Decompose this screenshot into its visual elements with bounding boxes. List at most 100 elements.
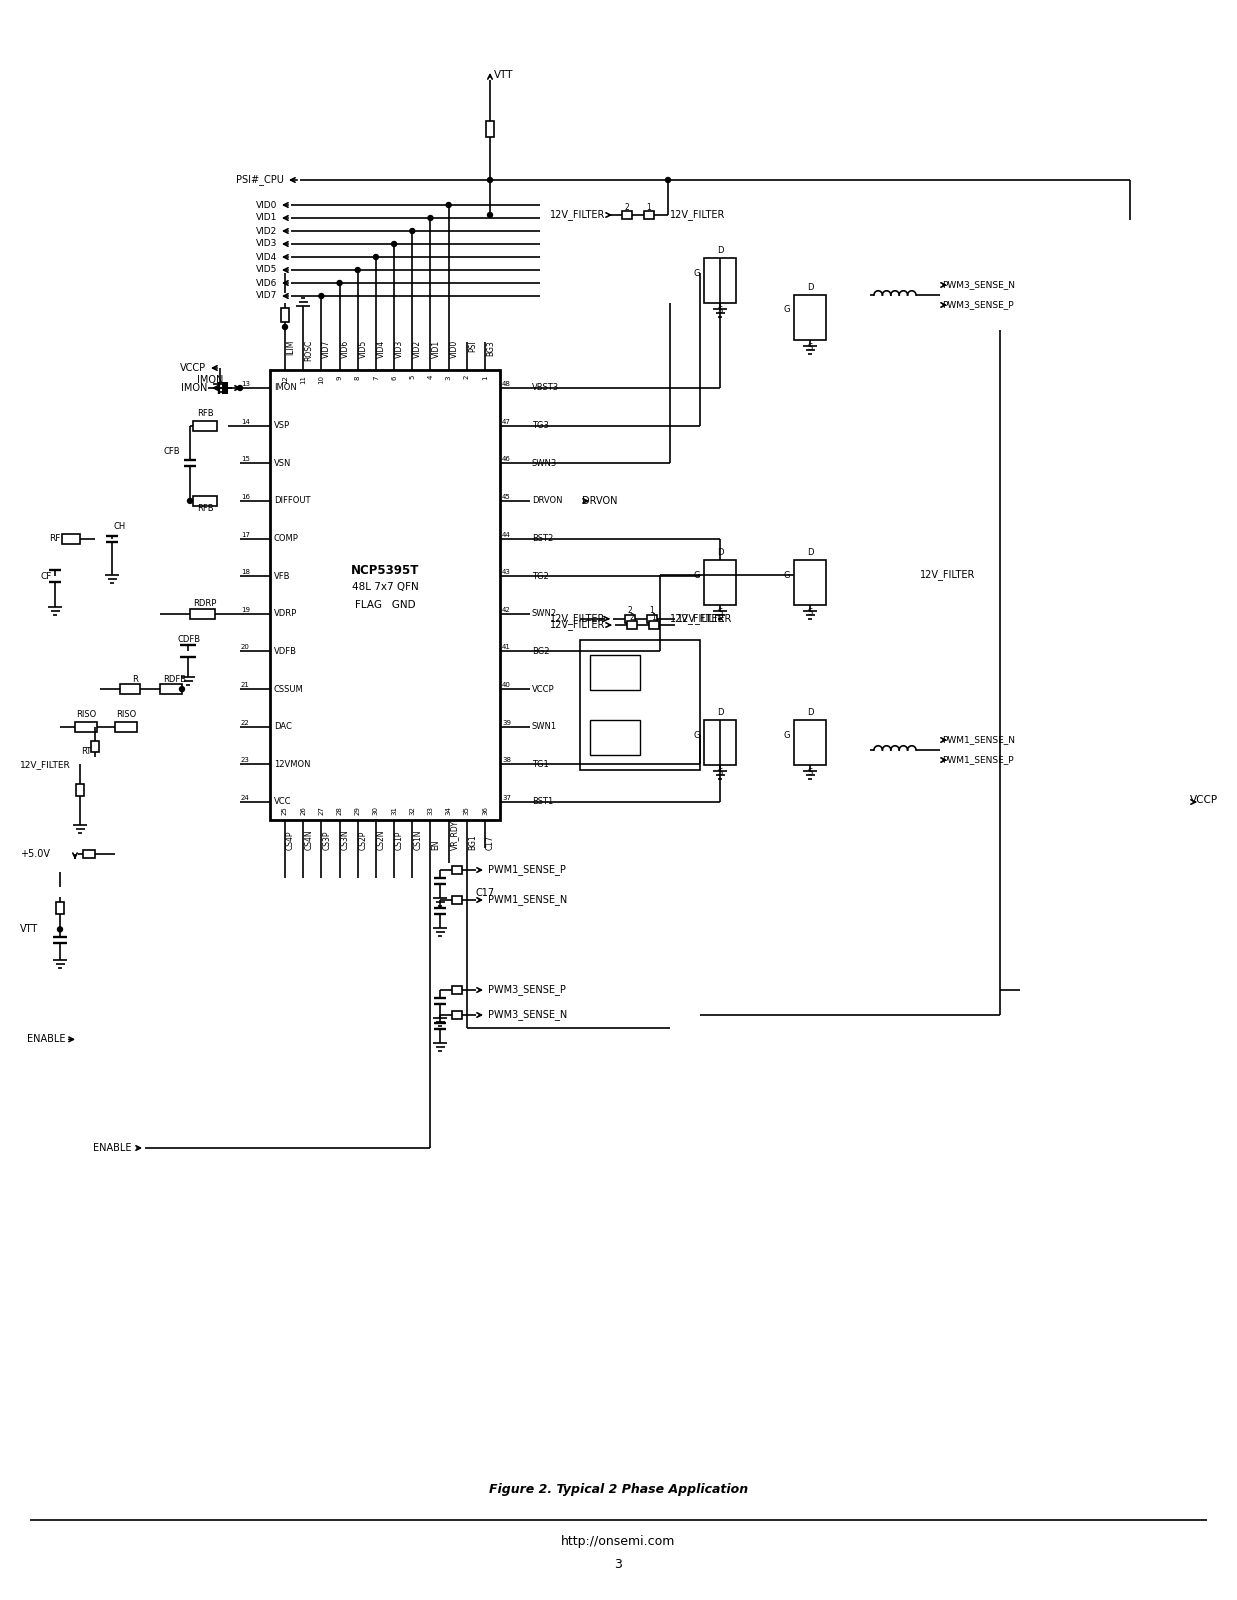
Text: 1: 1 [649,606,654,616]
Text: 22: 22 [241,720,250,726]
Text: S: S [717,306,722,315]
Bar [193,421,216,430]
Bar [92,741,99,752]
Text: G: G [694,571,700,579]
Bar [193,496,216,506]
Text: RF: RF [48,534,61,542]
Circle shape [392,242,397,246]
Circle shape [487,178,492,182]
Text: S: S [808,768,813,778]
Text: CS2N: CS2N [377,829,386,850]
Text: CS3N: CS3N [340,829,350,850]
Text: PWM1_SENSE_P: PWM1_SENSE_P [943,755,1013,765]
Bar [115,722,137,731]
Text: 47: 47 [502,419,511,424]
Text: SWN3: SWN3 [532,459,557,467]
Text: D: D [716,547,724,557]
Text: TG1: TG1 [532,760,549,770]
Text: PWM3_SENSE_N: PWM3_SENSE_N [489,1010,568,1021]
Text: RDRP: RDRP [193,600,216,608]
Text: VID6: VID6 [340,341,350,358]
Text: 7: 7 [372,374,379,379]
Text: PWM1_SENSE_N: PWM1_SENSE_N [489,894,568,906]
Circle shape [487,213,492,218]
Text: VSP: VSP [275,421,291,430]
Text: VID0: VID0 [449,341,459,358]
Text: 18: 18 [241,570,250,574]
Text: VID7: VID7 [323,341,332,358]
Text: EN: EN [432,840,440,850]
Text: CH: CH [114,522,126,531]
Text: PWM3_SENSE_P: PWM3_SENSE_P [489,984,565,995]
Text: D: D [807,707,813,717]
Text: ROSC: ROSC [304,341,313,362]
Text: ILIM: ILIM [286,341,294,355]
Circle shape [428,216,433,221]
Text: COMP: COMP [275,534,299,542]
Bar [590,654,640,690]
Text: IMON: IMON [181,382,207,394]
Text: NCP5395T: NCP5395T [351,563,419,576]
Text: RISO: RISO [116,710,136,720]
Bar [452,1011,461,1019]
Text: 2: 2 [464,374,470,379]
Text: VID4: VID4 [256,253,277,261]
Text: C17: C17 [486,835,495,850]
Bar [580,640,700,770]
Text: CFB: CFB [163,446,181,456]
Text: 34: 34 [445,806,452,814]
Bar [56,902,64,915]
Text: SWN1: SWN1 [532,722,557,731]
Text: 12: 12 [282,374,288,384]
Text: 25: 25 [282,806,288,814]
Bar [704,720,736,765]
Text: 12V_FILTER: 12V_FILTER [677,613,732,624]
Text: RFB: RFB [197,410,213,418]
Text: 26: 26 [301,806,307,814]
Text: G: G [783,306,790,315]
Bar [794,720,826,765]
Text: 33: 33 [428,806,433,814]
Text: 1: 1 [647,203,652,211]
Text: 45: 45 [502,494,511,499]
Text: PWM1_SENSE_P: PWM1_SENSE_P [489,864,565,875]
Text: D: D [716,707,724,717]
Bar [625,614,635,622]
Text: PSI: PSI [468,341,476,352]
Text: RISO: RISO [75,710,96,720]
Text: 12V_FILTER: 12V_FILTER [549,619,605,630]
Text: 14: 14 [241,419,250,424]
Text: G: G [783,731,790,739]
Text: R: R [132,675,139,683]
Text: 30: 30 [372,806,379,814]
Text: VCCP: VCCP [1190,795,1218,805]
Text: 36: 36 [482,806,489,814]
Text: IMON: IMON [275,384,297,392]
Text: CS1N: CS1N [413,829,422,850]
Text: S: S [808,608,813,618]
Text: S: S [717,768,722,778]
Bar [627,621,637,629]
Text: CDFB: CDFB [178,635,202,643]
Text: BG1: BG1 [468,834,476,850]
Text: 29: 29 [355,806,361,814]
Text: S: S [717,608,722,618]
Text: 3: 3 [445,374,452,379]
Circle shape [336,280,343,285]
Bar [452,896,461,904]
Text: 43: 43 [502,570,511,574]
Text: 41: 41 [502,645,511,651]
Text: 2: 2 [627,606,632,616]
Text: 28: 28 [336,806,343,814]
Bar [704,258,736,302]
Text: 35: 35 [464,806,470,814]
Circle shape [355,267,360,272]
Text: 6: 6 [391,374,397,379]
Circle shape [282,325,287,330]
Circle shape [409,229,414,234]
Text: VSN: VSN [275,459,292,467]
Text: 12V_FILTER: 12V_FILTER [549,210,605,221]
Text: 1: 1 [482,374,489,379]
Text: 3: 3 [615,1558,622,1571]
Text: CS1P: CS1P [395,830,404,850]
